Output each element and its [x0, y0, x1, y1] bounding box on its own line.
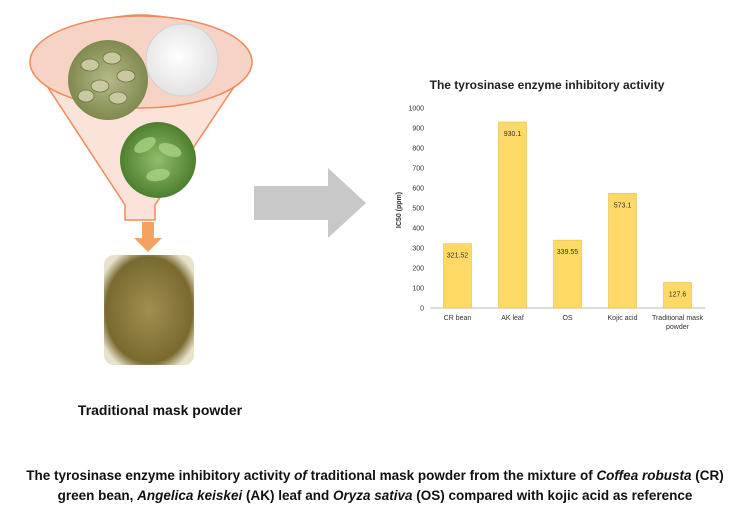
x-tick-label: CR bean	[444, 315, 472, 322]
bar-kojic-acid	[608, 193, 637, 309]
angelica-leaf-image	[120, 122, 196, 198]
y-tick-label: 200	[412, 266, 424, 273]
y-tick-label: 0	[420, 306, 424, 313]
y-tick-label: 400	[412, 226, 424, 233]
data-label: 339.55	[557, 249, 579, 256]
x-tick-label: AK leaf	[501, 315, 524, 322]
x-tick-label: Kojic acid	[608, 315, 638, 322]
data-label: 321.52	[447, 253, 469, 260]
leaf-shapes	[134, 137, 182, 182]
bar-cr-bean	[443, 243, 472, 309]
y-axis-label: IC50 (ppm)	[396, 192, 403, 228]
down-arrow-icon	[134, 222, 162, 252]
y-tick-label: 700	[412, 166, 424, 173]
bar-traditional-mask-powder	[663, 282, 692, 309]
funnel-illustration	[29, 14, 254, 365]
y-tick-label: 900	[412, 126, 424, 133]
rice-flour-image	[145, 23, 219, 97]
right-arrow-icon	[254, 168, 366, 238]
figure-caption: The tyrosinase enzyme inhibitory activit…	[0, 466, 750, 506]
mask-powder-label: Traditional mask powder	[77, 402, 243, 418]
chart-title: The tyrosinase enzyme inhibitory activit…	[430, 78, 665, 92]
x-tick-label: Traditional mask powder	[652, 315, 704, 331]
data-labels: 321.52 930.1 339.55 573.1 127.6	[447, 131, 687, 298]
coffee-bean-image	[68, 40, 148, 120]
bars	[443, 121, 692, 309]
y-ticks: 0 100 200 300 400 500 600 700 800 900 1000	[408, 106, 424, 313]
data-label: 573.1	[614, 202, 632, 209]
y-tick-label: 800	[412, 146, 424, 153]
y-tick-label: 1000	[408, 106, 424, 113]
y-tick-label: 500	[412, 206, 424, 213]
x-tick-label: OS	[562, 315, 572, 322]
mask-powder-image	[104, 255, 194, 365]
data-label: 127.6	[669, 291, 687, 298]
ic50-bar-chart: The tyrosinase enzyme inhibitory activit…	[396, 78, 705, 331]
x-tick-labels: CR bean AK leaf OS Kojic acid Traditional ma…	[444, 315, 704, 331]
data-label: 930.1	[504, 131, 522, 138]
bar-ak-leaf	[498, 121, 527, 309]
y-tick-label: 300	[412, 246, 424, 253]
bean-shapes	[77, 51, 136, 105]
bar-os	[553, 239, 582, 309]
caption-line-1: The tyrosinase enzyme inhibitory activit…	[26, 468, 724, 483]
y-tick-label: 600	[412, 186, 424, 193]
y-tick-label: 100	[412, 286, 424, 293]
caption-line-2: green bean, Angelica keiskei (AK) leaf a…	[57, 488, 693, 503]
